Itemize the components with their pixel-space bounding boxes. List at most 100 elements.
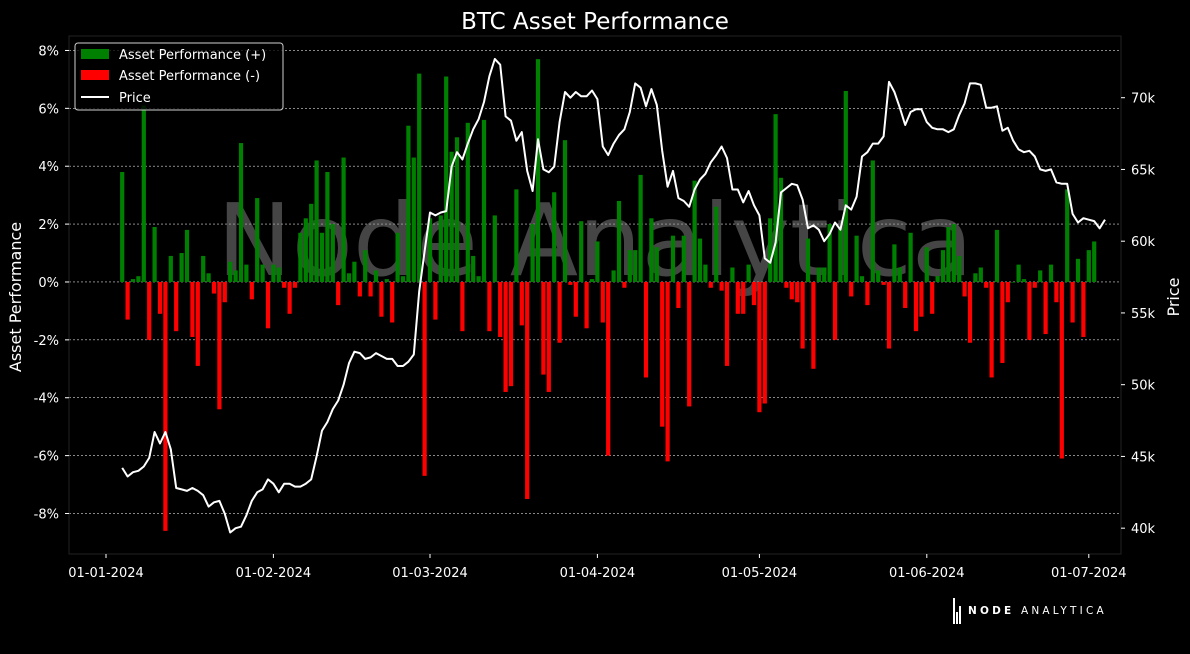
right-tick-label: 50k (1131, 379, 1156, 394)
legend-entry-positive: Asset Performance (+) (119, 48, 266, 63)
bar-positive (579, 221, 584, 282)
left-tick-label: -4% (34, 392, 59, 407)
bar-positive (1065, 189, 1070, 282)
bar-negative (789, 281, 794, 300)
bar-positive (492, 215, 497, 282)
x-tick-label: 01-02-2024 (236, 566, 312, 581)
bar-negative (249, 281, 254, 300)
bar-negative (557, 281, 562, 343)
bar-positive (843, 90, 848, 282)
price-line (121, 58, 1106, 534)
bar-positive (514, 189, 519, 282)
bar-positive (627, 250, 632, 282)
x-tick-label: 01-03-2024 (392, 566, 468, 581)
x-tick-label: 01-06-2024 (889, 566, 965, 581)
watermark: Node Analytica (217, 182, 973, 299)
bar-negative (1000, 281, 1005, 364)
grid (69, 50, 1121, 514)
bar-negative (643, 281, 649, 378)
bar-negative (606, 281, 611, 456)
bar-negative (217, 281, 222, 410)
bar-negative (503, 281, 508, 392)
bar-negative (125, 281, 130, 320)
bar-positive (341, 157, 346, 282)
bar-positive (638, 174, 643, 282)
bar-positive (406, 125, 411, 282)
bar-positive (319, 232, 325, 282)
bar-negative (174, 281, 179, 332)
bar-positive (692, 180, 697, 282)
bar-positive (276, 267, 281, 282)
brand-logo: NODE ANALYTICA (952, 598, 1107, 624)
bar-positive (427, 218, 433, 282)
bar-negative (157, 281, 163, 314)
right-tick-label: 55k (1131, 307, 1156, 322)
bar-negative (433, 281, 438, 320)
bar-positive (714, 206, 719, 282)
bar-negative (719, 281, 724, 291)
bar-negative (422, 281, 427, 476)
bar-negative (757, 281, 762, 413)
bar-negative (568, 281, 573, 285)
bar-positive (562, 140, 568, 282)
bar-positive (1038, 270, 1043, 282)
bar-negative (811, 281, 816, 369)
bar-negative (1081, 281, 1086, 337)
bar-negative (735, 281, 740, 314)
bar-negative (1027, 281, 1032, 340)
bar-positive (352, 261, 357, 282)
bar-positive (816, 267, 821, 282)
bar-positive (303, 218, 308, 282)
y-axis-label-right: Price (1164, 277, 1183, 316)
bar-positive (471, 255, 476, 282)
bar-positive (530, 224, 535, 282)
bar-positive (897, 267, 902, 282)
bar-negative (460, 281, 465, 332)
bar-negative (379, 281, 384, 317)
bar-positive (535, 59, 541, 282)
bar-negative (368, 281, 373, 297)
bar-positive (244, 264, 249, 282)
bar-positive (940, 250, 946, 282)
bar-positive (1021, 279, 1027, 282)
bar-positive (552, 192, 557, 282)
bar-positive (595, 241, 600, 282)
bar-negative (865, 281, 870, 306)
bar-positive (346, 273, 352, 282)
bar-negative (600, 281, 605, 323)
left-tick-label: -2% (34, 334, 59, 349)
bar-positive (168, 255, 173, 282)
bar-positive (325, 172, 330, 282)
bar-negative (967, 281, 973, 343)
bar-negative (519, 281, 524, 326)
bar-positive (481, 119, 487, 282)
bar-negative (962, 281, 967, 297)
bar-negative (195, 281, 200, 366)
left-axis: 8% 6% 4% 2% 0% -2% -4% -6% -8% (34, 44, 69, 522)
bar-positive (233, 270, 238, 282)
bar-positive (449, 151, 454, 282)
left-tick-label: 0% (38, 276, 59, 291)
bar-negative (498, 281, 503, 337)
bar-negative (190, 281, 195, 337)
bar-negative (919, 281, 924, 317)
bar-negative (336, 281, 341, 306)
left-tick-label: 6% (38, 102, 59, 117)
bar-positive (703, 264, 708, 282)
bar-positive (1075, 258, 1081, 282)
bar-positive (476, 276, 481, 282)
bar-positive (870, 160, 875, 282)
chart-title: BTC Asset Performance (461, 9, 729, 35)
bar-positive (589, 279, 595, 282)
bar-positive (1048, 264, 1054, 282)
bar-negative (784, 281, 789, 288)
bar-positive (957, 255, 962, 282)
legend-entry-price: Price (119, 91, 151, 106)
bar-positive (309, 203, 314, 282)
bar-positive (994, 229, 1000, 282)
bar-positive (978, 267, 983, 282)
bar-negative (525, 281, 530, 500)
bar-positive (314, 160, 319, 282)
bar-positive (876, 270, 881, 282)
